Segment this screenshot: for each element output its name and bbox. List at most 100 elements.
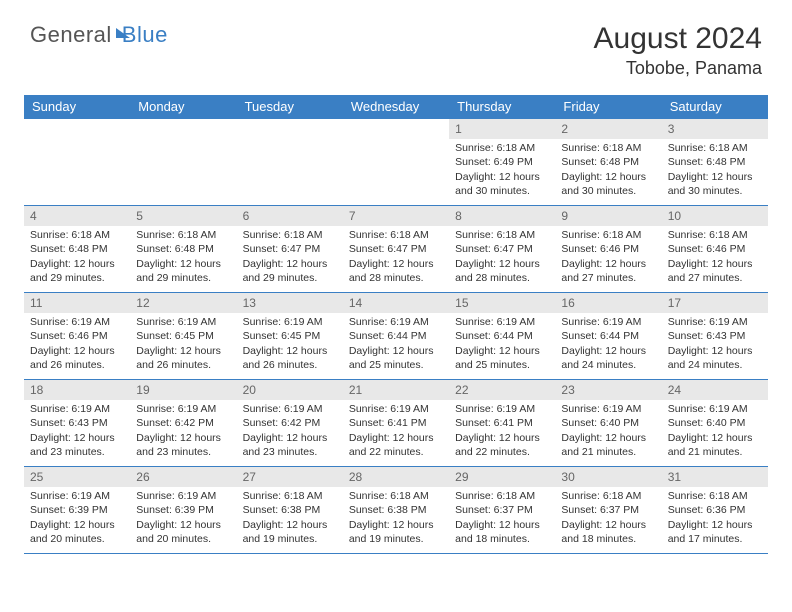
day-body: Sunrise: 6:18 AMSunset: 6:47 PMDaylight:… bbox=[237, 226, 343, 289]
daylight-text: Daylight: 12 hours and 26 minutes. bbox=[30, 344, 124, 372]
day-body: Sunrise: 6:18 AMSunset: 6:37 PMDaylight:… bbox=[449, 487, 555, 550]
sunset-text: Sunset: 6:40 PM bbox=[668, 416, 762, 430]
day-cell: 6Sunrise: 6:18 AMSunset: 6:47 PMDaylight… bbox=[237, 206, 343, 292]
sunrise-text: Sunrise: 6:19 AM bbox=[30, 315, 124, 329]
sunrise-text: Sunrise: 6:18 AM bbox=[668, 489, 762, 503]
day-cell: 1Sunrise: 6:18 AMSunset: 6:49 PMDaylight… bbox=[449, 119, 555, 205]
daylight-text: Daylight: 12 hours and 29 minutes. bbox=[243, 257, 337, 285]
location-title: Tobobe, Panama bbox=[594, 58, 762, 79]
day-number: 12 bbox=[130, 293, 236, 313]
day-cell: 24Sunrise: 6:19 AMSunset: 6:40 PMDayligh… bbox=[662, 380, 768, 466]
day-cell: 16Sunrise: 6:19 AMSunset: 6:44 PMDayligh… bbox=[555, 293, 661, 379]
dayname: Monday bbox=[130, 95, 236, 118]
day-body: Sunrise: 6:18 AMSunset: 6:48 PMDaylight:… bbox=[555, 139, 661, 202]
day-body: Sunrise: 6:19 AMSunset: 6:40 PMDaylight:… bbox=[555, 400, 661, 463]
day-cell: 22Sunrise: 6:19 AMSunset: 6:41 PMDayligh… bbox=[449, 380, 555, 466]
week-row: 4Sunrise: 6:18 AMSunset: 6:48 PMDaylight… bbox=[24, 205, 768, 292]
day-cell bbox=[24, 119, 130, 205]
daylight-text: Daylight: 12 hours and 30 minutes. bbox=[455, 170, 549, 198]
daylight-text: Daylight: 12 hours and 18 minutes. bbox=[561, 518, 655, 546]
day-cell: 7Sunrise: 6:18 AMSunset: 6:47 PMDaylight… bbox=[343, 206, 449, 292]
daylight-text: Daylight: 12 hours and 24 minutes. bbox=[668, 344, 762, 372]
day-body: Sunrise: 6:19 AMSunset: 6:45 PMDaylight:… bbox=[130, 313, 236, 376]
day-number: 26 bbox=[130, 467, 236, 487]
week-row: 1Sunrise: 6:18 AMSunset: 6:49 PMDaylight… bbox=[24, 118, 768, 205]
day-number: 22 bbox=[449, 380, 555, 400]
day-number: 7 bbox=[343, 206, 449, 226]
sunset-text: Sunset: 6:40 PM bbox=[561, 416, 655, 430]
day-cell: 2Sunrise: 6:18 AMSunset: 6:48 PMDaylight… bbox=[555, 119, 661, 205]
sunset-text: Sunset: 6:41 PM bbox=[455, 416, 549, 430]
sunrise-text: Sunrise: 6:19 AM bbox=[30, 489, 124, 503]
sunrise-text: Sunrise: 6:19 AM bbox=[668, 402, 762, 416]
daylight-text: Daylight: 12 hours and 19 minutes. bbox=[243, 518, 337, 546]
day-body: Sunrise: 6:19 AMSunset: 6:39 PMDaylight:… bbox=[24, 487, 130, 550]
sunrise-text: Sunrise: 6:19 AM bbox=[243, 315, 337, 329]
week-row: 18 Sunrise: 6:19 AM Sunset: 6:43 PM Dayligh… bbox=[24, 379, 768, 466]
sunrise-text: Sunrise: 6:18 AM bbox=[136, 228, 230, 242]
day-body: Sunrise: 6:19 AMSunset: 6:41 PMDaylight:… bbox=[449, 400, 555, 463]
sunset-text: Sunset: 6:39 PM bbox=[30, 503, 124, 517]
daylight-text: Daylight: 12 hours and 28 minutes. bbox=[455, 257, 549, 285]
sunrise-text: Sunrise: 6:18 AM bbox=[30, 228, 124, 242]
day-number: 16 bbox=[555, 293, 661, 313]
day-number: 18 bbox=[24, 380, 130, 400]
day-number: 4 bbox=[24, 206, 130, 226]
dayname: Saturday bbox=[662, 95, 768, 118]
sunrise-text: Sunrise: 6:18 AM bbox=[349, 489, 443, 503]
day-body: Sunrise: 6:19 AMSunset: 6:45 PMDaylight:… bbox=[237, 313, 343, 376]
day-number: 9 bbox=[555, 206, 661, 226]
daylight-text: Daylight: 12 hours and 30 minutes. bbox=[668, 170, 762, 198]
calendar: Sunday Monday Tuesday Wednesday Thursday… bbox=[24, 95, 768, 554]
daylight-text: Daylight: 12 hours and 22 minutes. bbox=[349, 431, 443, 459]
day-number: 1 bbox=[449, 119, 555, 139]
day-cell: 29Sunrise: 6:18 AMSunset: 6:37 PMDayligh… bbox=[449, 467, 555, 553]
day-number: 17 bbox=[662, 293, 768, 313]
sunset-text: Sunset: 6:47 PM bbox=[349, 242, 443, 256]
day-body: Sunrise: 6:19 AMSunset: 6:44 PMDaylight:… bbox=[555, 313, 661, 376]
day-cell: 30Sunrise: 6:18 AMSunset: 6:37 PMDayligh… bbox=[555, 467, 661, 553]
day-number: 13 bbox=[237, 293, 343, 313]
day-number: 24 bbox=[662, 380, 768, 400]
day-body: Sunrise: 6:18 AMSunset: 6:47 PMDaylight:… bbox=[343, 226, 449, 289]
sunset-text: Sunset: 6:41 PM bbox=[349, 416, 443, 430]
month-title: August 2024 bbox=[594, 22, 762, 56]
day-cell: 26Sunrise: 6:19 AMSunset: 6:39 PMDayligh… bbox=[130, 467, 236, 553]
sunrise-text: Sunrise: 6:18 AM bbox=[561, 489, 655, 503]
day-cell: 17Sunrise: 6:19 AMSunset: 6:43 PMDayligh… bbox=[662, 293, 768, 379]
daylight-text: Daylight: 12 hours and 19 minutes. bbox=[349, 518, 443, 546]
day-number: 10 bbox=[662, 206, 768, 226]
day-cell: 31Sunrise: 6:18 AMSunset: 6:36 PMDayligh… bbox=[662, 467, 768, 553]
day-number: 5 bbox=[130, 206, 236, 226]
brand-logo: General Blue bbox=[30, 22, 168, 48]
dayname: Tuesday bbox=[237, 95, 343, 118]
day-number: 14 bbox=[343, 293, 449, 313]
day-number: 25 bbox=[24, 467, 130, 487]
daylight-text: Daylight: 12 hours and 23 minutes. bbox=[243, 431, 337, 459]
daylight-text: Daylight: 12 hours and 25 minutes. bbox=[455, 344, 549, 372]
day-number: 23 bbox=[555, 380, 661, 400]
day-body: Sunrise: 6:19 AMSunset: 6:44 PMDaylight:… bbox=[343, 313, 449, 376]
day-cell: 13Sunrise: 6:19 AMSunset: 6:45 PMDayligh… bbox=[237, 293, 343, 379]
week-row: 25Sunrise: 6:19 AMSunset: 6:39 PMDayligh… bbox=[24, 466, 768, 554]
sunset-text: Sunset: 6:38 PM bbox=[349, 503, 443, 517]
sunset-text: Sunset: 6:48 PM bbox=[30, 242, 124, 256]
day-body: Sunrise: 6:19 AMSunset: 6:39 PMDaylight:… bbox=[130, 487, 236, 550]
sunset-text: Sunset: 6:43 PM bbox=[30, 416, 124, 430]
day-body: Sunrise: 6:19 AMSunset: 6:44 PMDaylight:… bbox=[449, 313, 555, 376]
sunrise-text: Sunrise: 6:19 AM bbox=[561, 315, 655, 329]
sunset-text: Sunset: 6:37 PM bbox=[561, 503, 655, 517]
daylight-text: Daylight: 12 hours and 24 minutes. bbox=[561, 344, 655, 372]
sunrise-text: Sunrise: 6:19 AM bbox=[349, 402, 443, 416]
day-cell bbox=[130, 119, 236, 205]
daylight-text: Daylight: 12 hours and 30 minutes. bbox=[561, 170, 655, 198]
sunset-text: Sunset: 6:46 PM bbox=[561, 242, 655, 256]
sunrise-text: Sunrise: 6:18 AM bbox=[455, 489, 549, 503]
header: General Blue August 2024 Tobobe, Panama bbox=[0, 0, 792, 89]
sunrise-text: Sunrise: 6:19 AM bbox=[136, 402, 230, 416]
sunset-text: Sunset: 6:43 PM bbox=[668, 329, 762, 343]
day-cell: 28Sunrise: 6:18 AMSunset: 6:38 PMDayligh… bbox=[343, 467, 449, 553]
day-number: 31 bbox=[662, 467, 768, 487]
day-number: 15 bbox=[449, 293, 555, 313]
day-cell: 9Sunrise: 6:18 AMSunset: 6:46 PMDaylight… bbox=[555, 206, 661, 292]
